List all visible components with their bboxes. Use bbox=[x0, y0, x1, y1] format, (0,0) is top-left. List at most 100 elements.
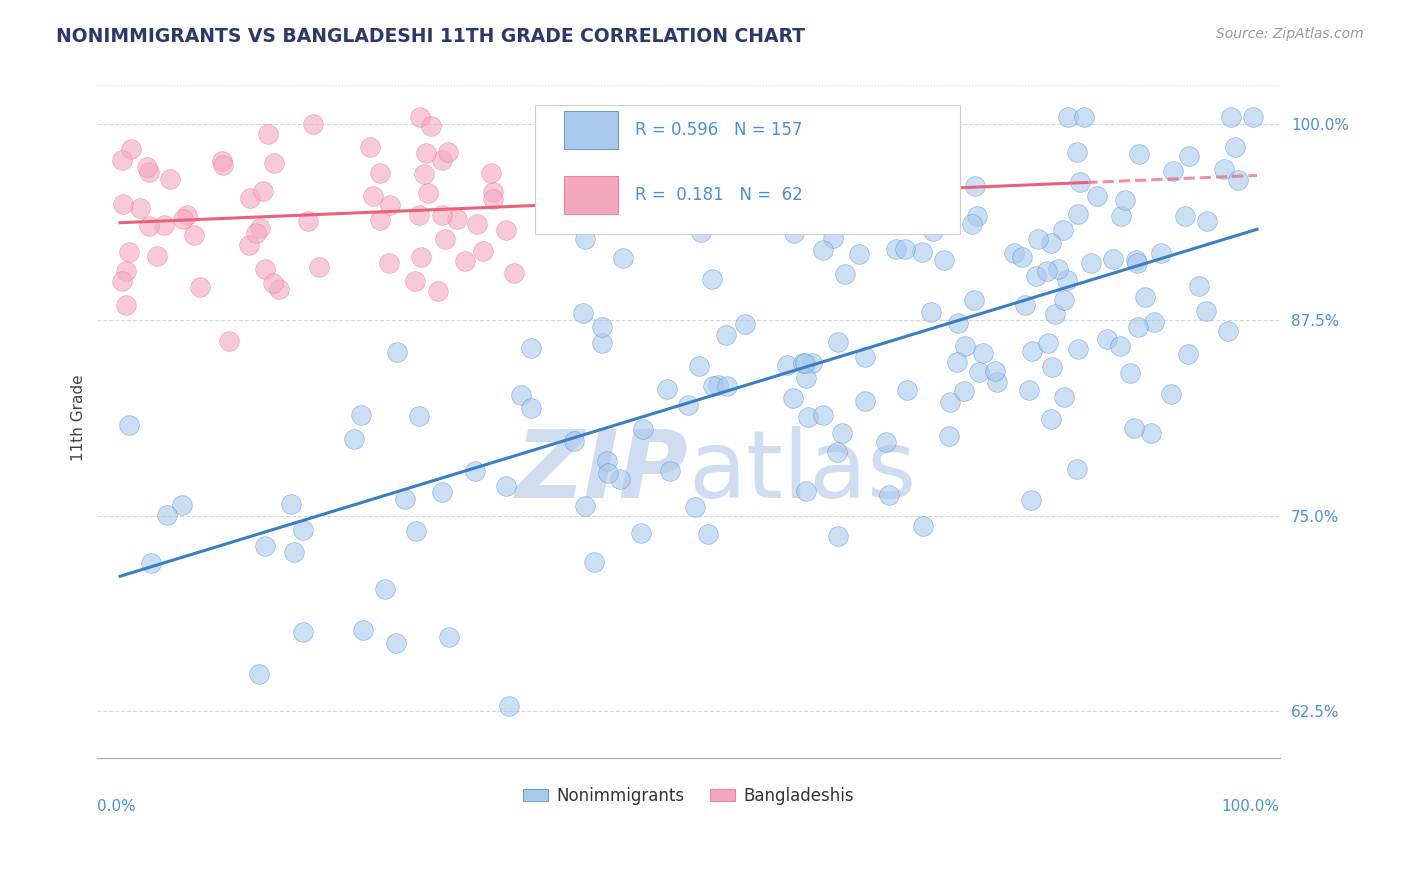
Point bbox=[598, 466, 620, 480]
Point bbox=[245, 226, 267, 240]
Point bbox=[249, 221, 271, 235]
Point bbox=[821, 231, 844, 245]
Point bbox=[370, 166, 392, 180]
Point bbox=[688, 359, 710, 373]
Point bbox=[776, 358, 799, 372]
Point bbox=[1095, 332, 1118, 346]
Point bbox=[432, 484, 454, 499]
Point bbox=[352, 623, 374, 637]
Point bbox=[831, 426, 853, 441]
Point bbox=[211, 154, 233, 169]
Point bbox=[690, 225, 713, 239]
Point bbox=[697, 527, 720, 541]
Point bbox=[467, 218, 489, 232]
Point bbox=[877, 488, 900, 502]
Point bbox=[1057, 110, 1080, 124]
Point bbox=[884, 242, 907, 256]
Point bbox=[792, 355, 814, 369]
Point bbox=[114, 264, 136, 278]
Point bbox=[1056, 273, 1078, 287]
Point bbox=[1126, 320, 1149, 334]
Point bbox=[848, 193, 870, 207]
Point bbox=[834, 267, 856, 281]
Point bbox=[801, 356, 824, 370]
Point bbox=[111, 153, 134, 168]
Point bbox=[385, 345, 408, 359]
Point bbox=[1213, 162, 1236, 177]
Point bbox=[953, 384, 976, 399]
Point bbox=[1080, 256, 1102, 270]
Point bbox=[707, 377, 730, 392]
Point bbox=[574, 499, 596, 513]
Point bbox=[612, 251, 634, 265]
Point bbox=[1114, 193, 1136, 207]
FancyBboxPatch shape bbox=[564, 177, 617, 213]
Point bbox=[117, 244, 139, 259]
Point bbox=[911, 136, 934, 151]
Point bbox=[138, 164, 160, 178]
Point bbox=[1011, 250, 1033, 264]
Point bbox=[1160, 387, 1182, 401]
Y-axis label: 11th Grade: 11th Grade bbox=[72, 375, 86, 461]
Point bbox=[481, 185, 503, 199]
Point bbox=[112, 197, 135, 211]
Point bbox=[894, 243, 917, 257]
Point bbox=[1043, 307, 1066, 321]
Point bbox=[415, 145, 437, 160]
Point bbox=[510, 388, 533, 402]
Point bbox=[1218, 324, 1240, 338]
Point bbox=[946, 316, 969, 330]
Point bbox=[1174, 209, 1197, 223]
Point bbox=[263, 156, 285, 170]
Point bbox=[394, 491, 416, 506]
Point bbox=[1102, 252, 1125, 266]
Point bbox=[481, 166, 503, 180]
Point bbox=[1123, 421, 1146, 435]
Point bbox=[257, 127, 280, 141]
Point bbox=[1042, 359, 1064, 374]
Point bbox=[676, 398, 699, 412]
Point bbox=[962, 218, 984, 232]
Point bbox=[419, 119, 441, 133]
Point bbox=[111, 274, 134, 288]
Point bbox=[853, 394, 876, 409]
Point bbox=[433, 232, 456, 246]
FancyBboxPatch shape bbox=[564, 112, 617, 149]
Point bbox=[139, 556, 162, 570]
Point bbox=[630, 525, 652, 540]
Point bbox=[368, 213, 391, 227]
FancyBboxPatch shape bbox=[534, 104, 960, 234]
Point bbox=[1125, 253, 1147, 268]
Point bbox=[520, 341, 543, 355]
Point bbox=[384, 636, 406, 650]
Point bbox=[564, 434, 586, 448]
Point bbox=[212, 158, 235, 172]
Point bbox=[1135, 290, 1157, 304]
Point bbox=[1025, 268, 1047, 283]
Point bbox=[426, 285, 449, 299]
Text: 0.0%: 0.0% bbox=[97, 799, 136, 814]
Point bbox=[591, 335, 613, 350]
Point bbox=[938, 429, 960, 443]
Point bbox=[292, 625, 315, 640]
Point bbox=[156, 508, 179, 522]
Point bbox=[520, 401, 543, 415]
Point bbox=[464, 464, 486, 478]
Point bbox=[416, 186, 439, 200]
Point bbox=[963, 179, 986, 194]
Point bbox=[920, 304, 942, 318]
Point bbox=[591, 320, 613, 334]
Point bbox=[359, 140, 381, 154]
Point bbox=[495, 222, 517, 236]
Point bbox=[827, 529, 849, 543]
Point bbox=[827, 335, 849, 350]
Point bbox=[118, 417, 141, 432]
Point bbox=[439, 630, 461, 644]
Point bbox=[967, 365, 990, 379]
Point bbox=[262, 276, 284, 290]
Point bbox=[1150, 246, 1173, 260]
Point bbox=[454, 254, 477, 268]
Point bbox=[1118, 366, 1140, 380]
Point bbox=[683, 500, 706, 515]
Point bbox=[152, 218, 174, 232]
